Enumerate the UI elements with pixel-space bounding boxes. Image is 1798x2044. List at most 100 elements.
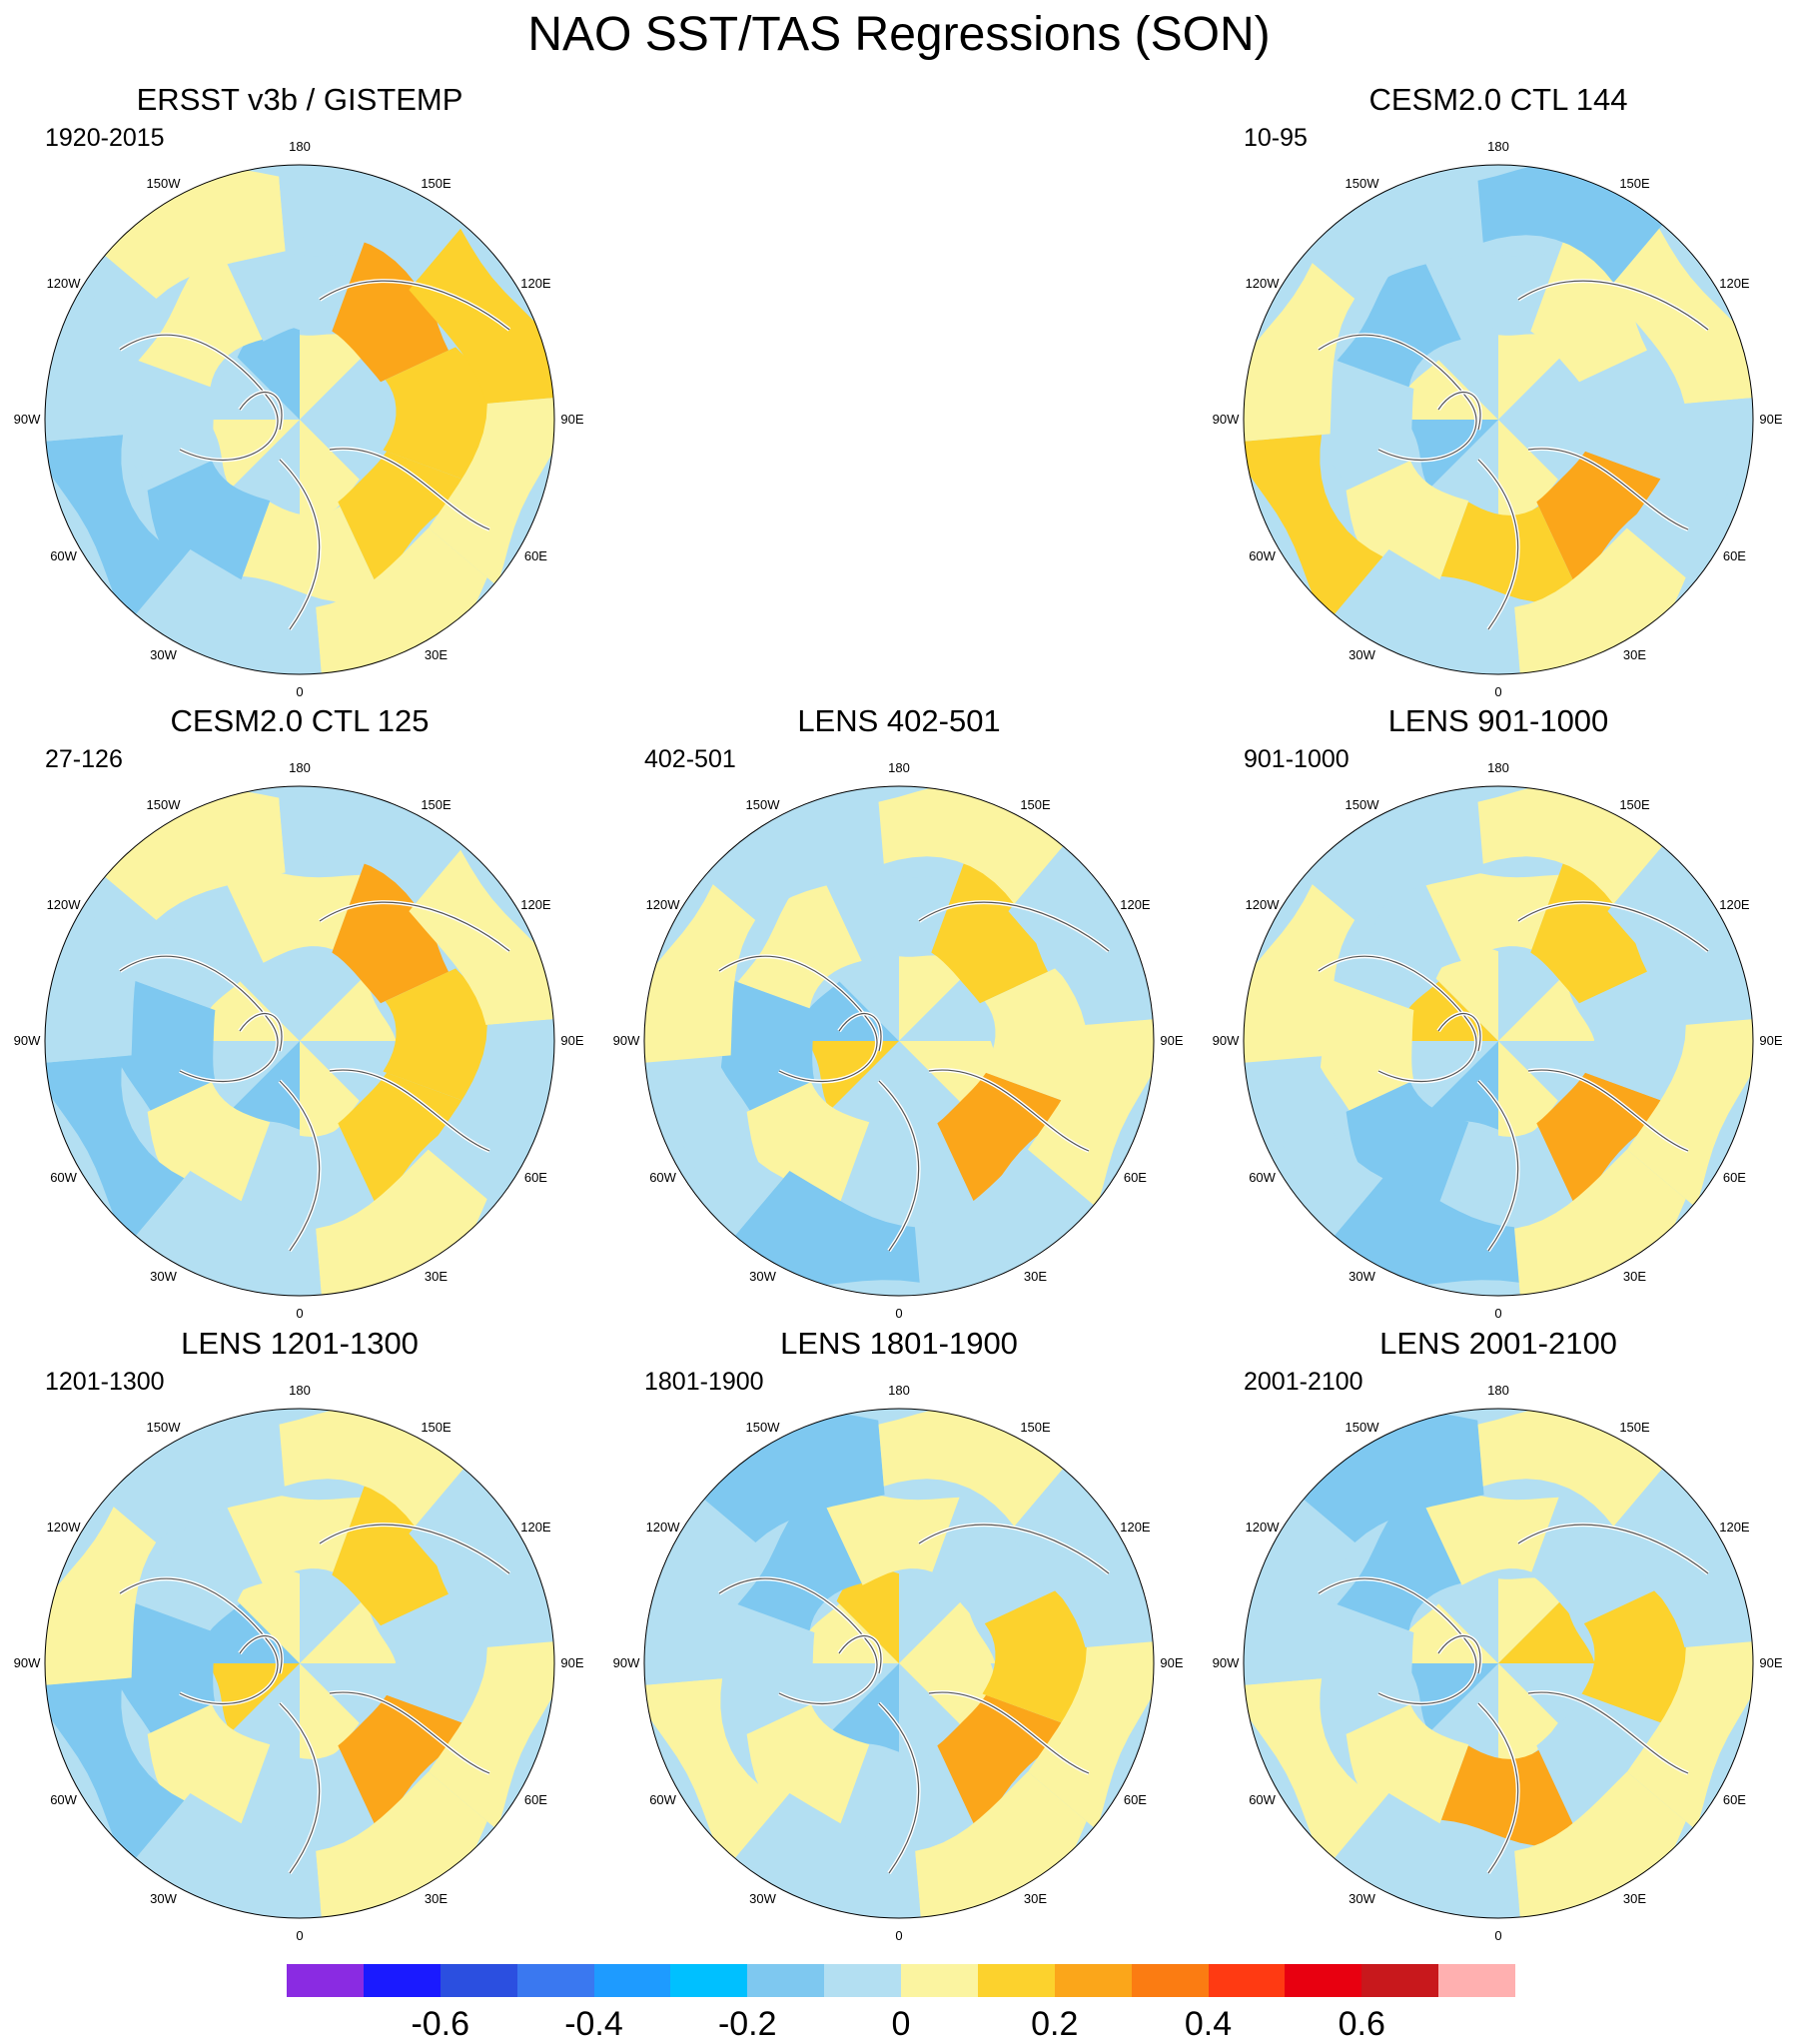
shaded-region <box>1530 1485 1647 1626</box>
longitude-label: 120W <box>645 896 680 912</box>
shaded-region <box>1435 325 1498 420</box>
shaded-region <box>1498 354 1595 420</box>
colorbar-cell <box>593 1964 671 1997</box>
colorbar-cell <box>1131 1964 1209 1997</box>
shaded-region <box>300 975 397 1041</box>
longitude-label: 90E <box>1160 1033 1184 1048</box>
shaded-region <box>108 356 216 490</box>
coastline <box>718 1577 878 1704</box>
longitude-label: 30E <box>1622 1269 1647 1285</box>
colorbar <box>287 1964 1515 1997</box>
map-panel-4: CESM2.0 CTL 125 27-126 180 150E 120E 90E 60E 30… <box>0 696 599 1321</box>
shaded-region <box>982 968 1092 1101</box>
shaded-region <box>332 241 449 383</box>
coastline <box>1517 901 1709 952</box>
colorbar-tick-label: -0.4 <box>564 2005 623 2043</box>
map-border <box>44 1408 555 1919</box>
shaded-region <box>1428 1041 1498 1130</box>
colorbar-cell <box>1285 1964 1362 1997</box>
shaded-region <box>1581 1590 1691 1723</box>
shaded-region <box>338 1072 472 1208</box>
longitude-label: 150E <box>1020 796 1051 812</box>
longitude-label: 30W <box>150 1891 177 1907</box>
shaded-region <box>1626 396 1753 586</box>
panel-period: 1801-1900 <box>644 1368 764 1396</box>
longitude-label: 90W <box>612 1655 640 1670</box>
shaded-region <box>1498 955 1568 1041</box>
shaded-region <box>1244 1507 1355 1687</box>
shaded-region <box>1626 1017 1753 1208</box>
shaded-region <box>1498 975 1595 1041</box>
shaded-region <box>1428 1663 1498 1752</box>
longitude-label: 120E <box>520 275 551 291</box>
shaded-region <box>841 1745 981 1846</box>
shaded-region <box>119 549 321 665</box>
panel-title: LENS 1801-1900 <box>780 1326 1018 1361</box>
shaded-region <box>1536 451 1671 586</box>
longitude-label: 90W <box>1212 412 1240 427</box>
longitude-label: 60W <box>50 1169 77 1185</box>
coastline <box>918 1524 1110 1574</box>
longitude-label: 90E <box>560 412 584 427</box>
coastline <box>838 1635 882 1674</box>
shaded-region <box>1498 420 1558 517</box>
shaded-region <box>237 1568 300 1663</box>
coastline <box>279 1702 321 1874</box>
shaded-region <box>119 1793 321 1909</box>
longitude-label: 150W <box>1345 175 1379 191</box>
longitude-label: 90E <box>1759 1033 1783 1048</box>
longitude-label: 0 <box>296 684 304 699</box>
longitude-label: 60E <box>1123 1169 1147 1185</box>
coastline <box>319 280 510 331</box>
coastline <box>1437 1013 1481 1052</box>
longitude-label: 180 <box>289 760 311 775</box>
shaded-region <box>1307 977 1414 1111</box>
shaded-region <box>300 420 360 517</box>
longitude-label: 0 <box>296 1306 304 1321</box>
shaded-region <box>899 955 969 1041</box>
shaded-region <box>1244 1056 1383 1246</box>
longitude-label: 90E <box>560 1655 584 1670</box>
shaded-region <box>737 1489 862 1631</box>
colorbar-cell <box>747 1964 825 1997</box>
shaded-region <box>644 1056 784 1246</box>
coastline <box>1477 1080 1519 1252</box>
longitude-label: 180 <box>888 760 910 775</box>
shaded-region <box>220 1490 361 1585</box>
coastline <box>1437 1635 1481 1674</box>
panel-title: ERSST v3b / GISTEMP <box>136 82 463 117</box>
shaded-region <box>428 396 554 586</box>
shaded-region <box>1440 1745 1580 1846</box>
shaded-region <box>1530 862 1647 1004</box>
longitude-label: 150W <box>146 1419 181 1435</box>
shaded-region <box>899 1041 959 1139</box>
coastline <box>1318 334 1477 461</box>
longitude-label: 90W <box>13 1033 41 1048</box>
colorbar-tick-label: 0.6 <box>1338 2005 1385 2043</box>
shaded-region <box>841 1123 981 1224</box>
longitude-label: 120W <box>1245 275 1280 291</box>
longitude-label: 150E <box>1619 796 1650 812</box>
shaded-region <box>230 420 300 509</box>
longitude-label: 90E <box>1759 1655 1783 1670</box>
longitude-label: 30W <box>1348 647 1375 663</box>
map-border <box>643 785 1155 1297</box>
longitude-label: 30E <box>424 647 449 663</box>
longitude-label: 30E <box>424 1269 449 1285</box>
longitude-label: 0 <box>1494 684 1502 699</box>
shaded-region <box>383 1590 492 1723</box>
polar-map <box>1243 785 1754 1297</box>
shaded-region <box>428 1639 554 1830</box>
longitude-label: 150W <box>146 796 181 812</box>
coastline <box>718 955 878 1082</box>
shaded-region <box>332 862 449 1004</box>
map-panel-2 <box>599 75 1199 694</box>
polar-map <box>643 1408 1155 1919</box>
shaded-region <box>1244 435 1383 624</box>
shaded-region <box>737 866 862 1009</box>
panel-period: 27-126 <box>45 745 123 773</box>
panel-period: 402-501 <box>644 745 736 773</box>
shaded-region <box>1536 1072 1671 1208</box>
longitude-label: 120W <box>46 896 81 912</box>
coastline <box>329 1069 490 1152</box>
